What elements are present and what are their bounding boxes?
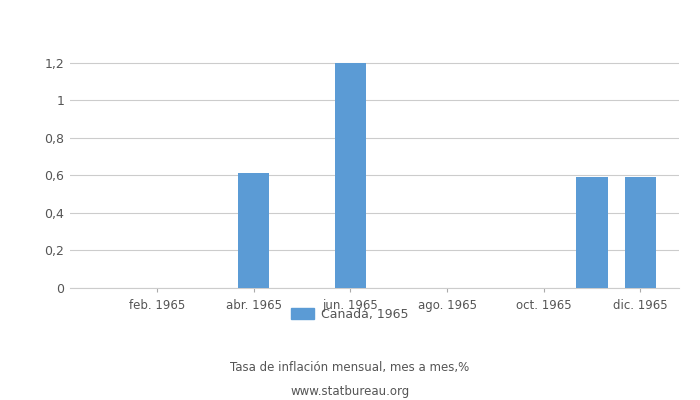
Bar bbox=[576, 177, 608, 288]
Bar bbox=[624, 177, 656, 288]
Text: www.statbureau.org: www.statbureau.org bbox=[290, 386, 410, 398]
Bar bbox=[238, 173, 270, 288]
Text: Tasa de inflación mensual, mes a mes,%: Tasa de inflación mensual, mes a mes,% bbox=[230, 362, 470, 374]
Legend: Canadá, 1965: Canadá, 1965 bbox=[286, 303, 414, 326]
Bar bbox=[335, 62, 366, 288]
